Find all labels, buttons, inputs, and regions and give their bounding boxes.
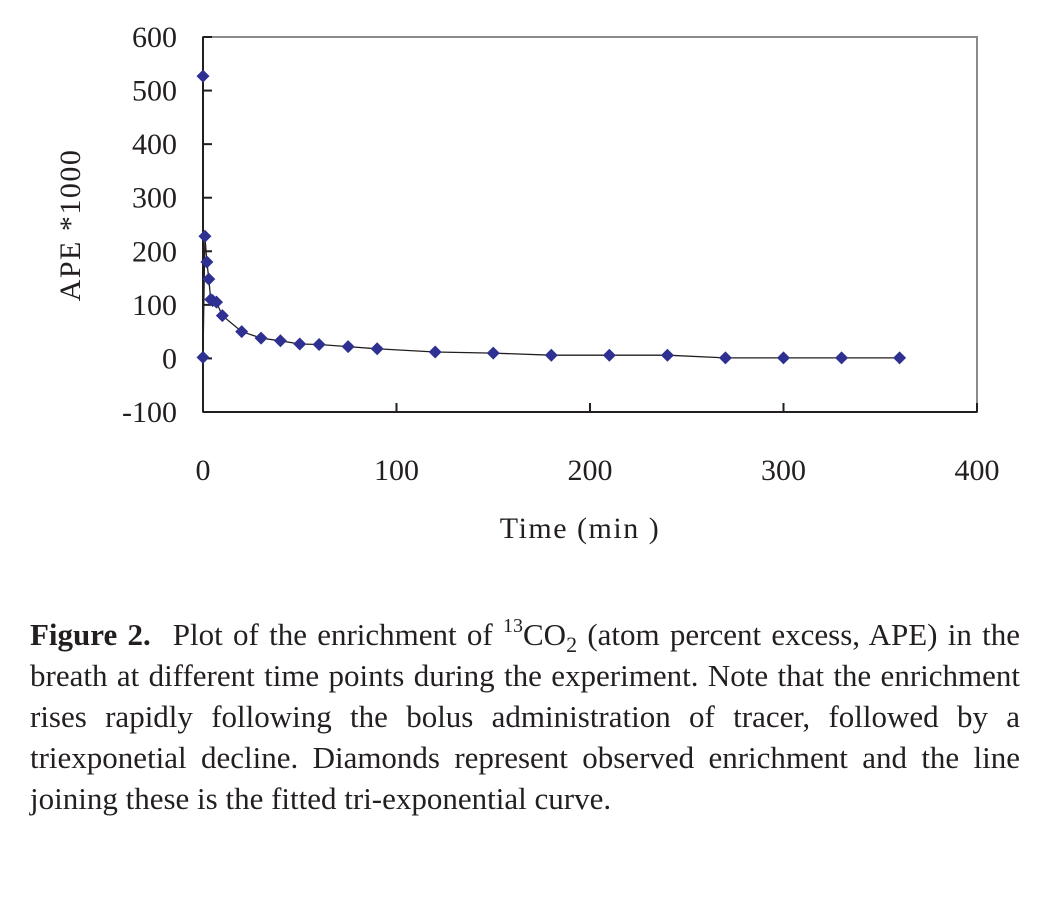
x-tick-label: 100: [374, 454, 419, 487]
fitted-curve: [202, 76, 900, 359]
data-point-diamond: [202, 272, 216, 286]
y-tick-label: 500: [132, 75, 177, 108]
data-point-diamond: [210, 295, 224, 309]
figure-label: Figure 2.: [30, 617, 151, 652]
data-point-diamond: [196, 350, 210, 364]
data-point-diamond: [602, 348, 616, 362]
data-point-diamond: [893, 351, 907, 365]
y-tick-label: 600: [132, 21, 177, 54]
data-point-diamond: [341, 340, 355, 354]
caption-subscript: 2: [566, 632, 578, 657]
data-points: [196, 69, 907, 365]
data-point-diamond: [544, 348, 558, 362]
caption-superscript: 13: [503, 615, 523, 637]
y-tick-label: 300: [132, 182, 177, 215]
data-point-diamond: [293, 337, 307, 351]
x-tick-label: 200: [568, 454, 613, 487]
data-point-diamond: [254, 331, 268, 345]
y-tick-label: -100: [122, 396, 177, 429]
x-tick-group: 0 100 200 300 400: [196, 403, 1000, 487]
data-point-diamond: [718, 351, 732, 365]
y-tick-label: 400: [132, 128, 177, 161]
caption-text-part2: (atom percent excess, APE) in the breath…: [30, 617, 1020, 816]
data-point-diamond: [428, 345, 442, 359]
x-axis-title: Time (min ): [500, 512, 660, 545]
data-point-diamond: [273, 334, 287, 348]
x-tick-label: 0: [196, 454, 211, 487]
data-point-diamond: [660, 348, 674, 362]
data-point-diamond: [196, 69, 210, 83]
data-point-diamond: [370, 342, 384, 356]
y-tick-label: 0: [162, 342, 177, 375]
y-tick-label: 100: [132, 289, 177, 322]
caption-chem: CO: [523, 617, 567, 652]
data-point-diamond: [200, 255, 214, 269]
data-point-diamond: [312, 338, 326, 351]
data-point-diamond: [777, 351, 790, 365]
y-tick-group: -100 0 100 200 300 400 500 600: [122, 21, 212, 429]
data-point-diamond: [235, 325, 249, 339]
x-tick-label: 400: [955, 454, 1000, 487]
y-tick-label: 200: [132, 235, 177, 268]
x-tick-label: 300: [761, 454, 806, 487]
data-point-diamond: [215, 309, 229, 323]
data-point-diamond: [486, 346, 500, 360]
y-axis-title: APE *1000: [54, 149, 87, 302]
data-point-diamond: [835, 351, 849, 365]
figure-caption: Figure 2. Plot of the enrichment of 13CO2…: [30, 614, 1020, 819]
caption-text-part1: Plot of the enrichment of: [172, 617, 503, 652]
apelevel-chart: -100 0 100 200 300 400 500 600 0 100 200 300 400 Ti…: [54, 21, 1000, 545]
data-point-diamond: [198, 229, 212, 243]
